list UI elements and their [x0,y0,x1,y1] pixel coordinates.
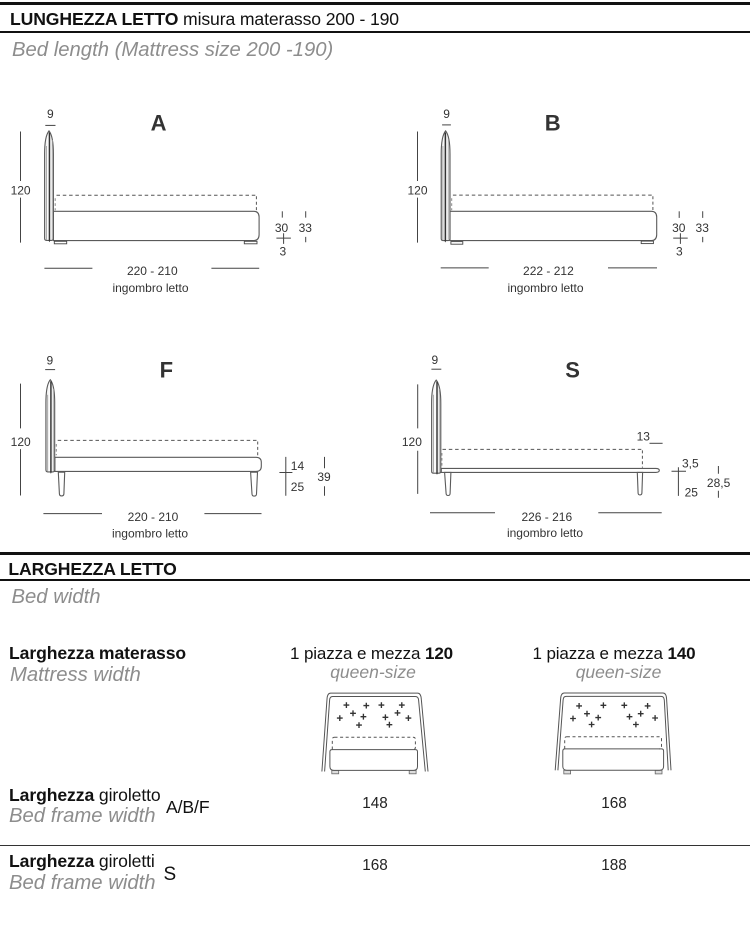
svg-text:25: 25 [291,480,305,494]
svg-text:ingombro letto: ingombro letto [507,526,583,540]
svg-text:220 - 210: 220 - 210 [127,264,178,278]
svg-text:9: 9 [432,353,439,367]
svg-text:30: 30 [275,221,289,235]
svg-text:9: 9 [47,107,54,121]
svg-text:3,5: 3,5 [682,456,699,470]
svg-text:220 - 210: 220 - 210 [128,510,179,524]
svg-text:A: A [151,111,167,136]
svg-text:3: 3 [676,244,683,258]
svg-text:33: 33 [299,221,313,235]
svg-text:9: 9 [46,353,53,367]
svg-text:120: 120 [11,184,31,198]
svg-text:222 - 212: 222 - 212 [523,264,574,278]
svg-text:13: 13 [637,430,651,444]
svg-text:39: 39 [317,470,331,484]
svg-text:120: 120 [11,435,31,449]
svg-text:S: S [565,357,580,382]
svg-text:14: 14 [291,459,305,473]
svg-text:33: 33 [696,221,710,235]
svg-text:ingombro letto: ingombro letto [112,526,188,540]
svg-text:25: 25 [685,486,699,500]
svg-text:F: F [160,357,173,382]
svg-text:226 - 216: 226 - 216 [521,510,572,524]
svg-text:ingombro letto: ingombro letto [507,281,583,295]
svg-text:120: 120 [407,184,427,198]
svg-text:30: 30 [672,221,686,235]
svg-text:120: 120 [402,435,422,449]
svg-text:ingombro letto: ingombro letto [112,281,188,295]
svg-text:9: 9 [443,107,450,121]
svg-text:3: 3 [279,244,286,258]
svg-text:28,5: 28,5 [707,476,731,490]
svg-text:B: B [545,111,561,136]
